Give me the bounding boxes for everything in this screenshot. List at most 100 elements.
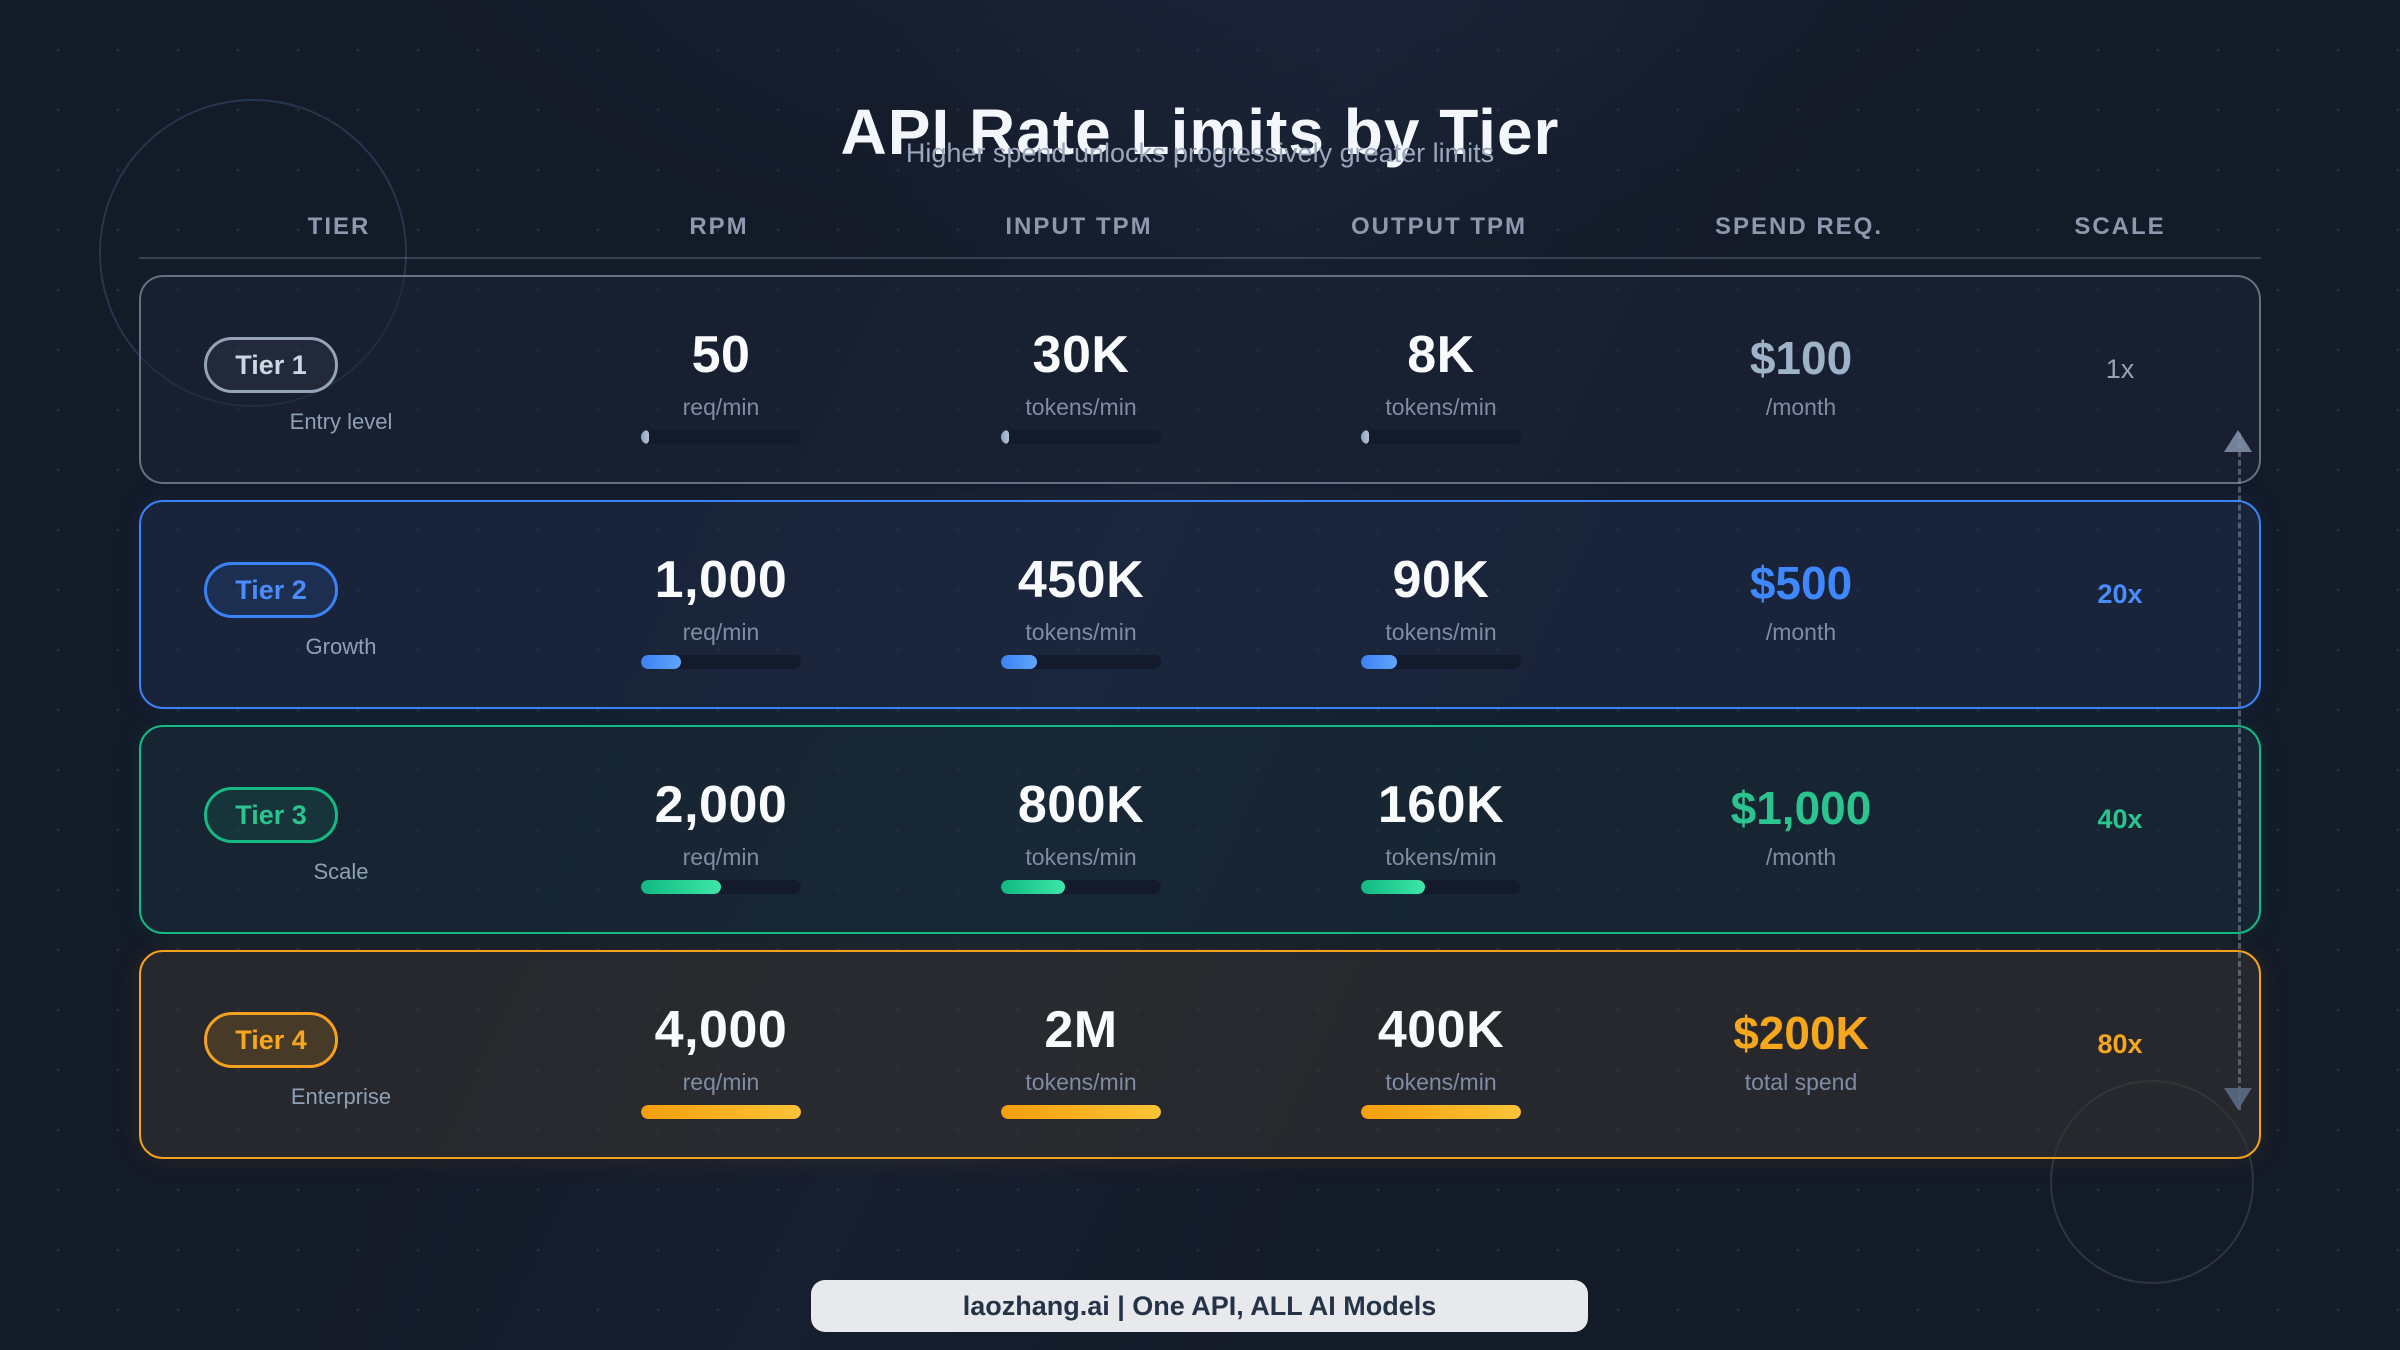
output-tpm-unit: tokens/min xyxy=(1385,1069,1497,1096)
rpm-cell: 1,000 req/min xyxy=(541,502,901,707)
input-tpm-value: 450K xyxy=(1017,551,1145,609)
spend-unit: /month xyxy=(1765,393,1837,420)
rpm-value: 50 xyxy=(691,326,751,384)
tier-cell: Tier 3 Scale xyxy=(141,727,541,932)
tier-badge-label: Tier 3 xyxy=(235,799,307,830)
column-header-tier: TIER xyxy=(307,213,371,240)
column-header-input-tpm: INPUT TPM xyxy=(1005,213,1153,240)
tier-cell: Tier 1 Entry level xyxy=(141,277,541,482)
tier-row-3: Tier 3 Scale 2,000 req/min 800K tokens/m… xyxy=(139,725,2261,934)
input-tpm-cell: 2M tokens/min xyxy=(901,952,1261,1157)
output-tpm-unit: tokens/min xyxy=(1385,394,1497,421)
output-tpm-unit: tokens/min xyxy=(1385,619,1497,646)
input-tpm-progress-track xyxy=(1001,430,1161,445)
rpm-value: 2,000 xyxy=(654,776,788,834)
rpm-progress-fill xyxy=(641,430,649,445)
input-tpm-progress-fill xyxy=(1001,1105,1161,1120)
column-header-output-tpm: OUTPUT TPM xyxy=(1351,213,1527,240)
output-tpm-cell: 400K tokens/min xyxy=(1261,952,1621,1157)
rpm-progress-fill xyxy=(641,1105,801,1120)
input-tpm-value: 800K xyxy=(1017,776,1145,834)
output-tpm-value: 8K xyxy=(1407,326,1475,384)
input-tpm-progress-fill xyxy=(1001,655,1037,670)
input-tpm-value: 2M xyxy=(1044,1001,1118,1059)
spend-cell: $500 /month xyxy=(1621,502,1981,707)
scale-cell: 1x xyxy=(1981,277,2259,482)
tier-badge: Tier 3 xyxy=(204,787,338,843)
spend-value: $500 xyxy=(1749,557,1853,609)
tier-badge: Tier 4 xyxy=(204,1012,338,1068)
rpm-value: 4,000 xyxy=(654,1001,788,1059)
spend-unit: total spend xyxy=(1744,1068,1858,1095)
spend-unit: /month xyxy=(1765,618,1837,645)
rpm-cell: 2,000 req/min xyxy=(541,727,901,932)
column-header-scale: SCALE xyxy=(2074,213,2166,240)
tier-description: Enterprise xyxy=(290,1084,392,1109)
tier-description: Growth xyxy=(305,634,377,659)
scale-value: 80x xyxy=(2097,1029,2143,1059)
scale-cell: 40x xyxy=(1981,727,2259,932)
tier-badge: Tier 1 xyxy=(204,337,338,393)
header-divider xyxy=(139,257,2261,259)
rpm-unit: req/min xyxy=(682,844,760,871)
tier-badge-label: Tier 4 xyxy=(235,1024,307,1055)
tier-badge: Tier 2 xyxy=(204,562,338,618)
output-tpm-progress-fill xyxy=(1361,880,1425,895)
output-tpm-progress-fill xyxy=(1361,655,1397,670)
rpm-unit: req/min xyxy=(682,619,760,646)
scale-value: 40x xyxy=(2097,804,2143,834)
rpm-cell: 50 req/min xyxy=(541,277,901,482)
output-tpm-cell: 90K tokens/min xyxy=(1261,502,1621,707)
rpm-progress-track xyxy=(641,1105,801,1120)
tier-badge-label: Tier 2 xyxy=(235,574,307,605)
scale-cell: 20x xyxy=(1981,502,2259,707)
page-subtitle: Higher spend unlocks progressively great… xyxy=(905,138,1495,168)
output-tpm-cell: 160K tokens/min xyxy=(1261,727,1621,932)
page-title: API Rate Limits by Tier xyxy=(840,95,1560,168)
rpm-progress-track xyxy=(641,880,801,895)
spend-unit: /month xyxy=(1765,843,1837,870)
spend-cell: $200K total spend xyxy=(1621,952,1981,1157)
table-header-row: TIER RPM INPUT TPM OUTPUT TPM SPEND REQ.… xyxy=(139,205,2261,249)
output-tpm-progress-track xyxy=(1361,655,1521,670)
rpm-unit: req/min xyxy=(682,1069,760,1096)
tier-badge-label: Tier 1 xyxy=(235,349,307,380)
input-tpm-progress-track xyxy=(1001,655,1161,670)
rpm-progress-track xyxy=(641,430,801,445)
input-tpm-unit: tokens/min xyxy=(1025,394,1137,421)
tier-row-2: Tier 2 Growth 1,000 req/min 450K tokens/… xyxy=(139,500,2261,709)
input-tpm-progress-track xyxy=(1001,1105,1161,1120)
footer-brand-text: laozhang.ai | One API, ALL AI Models xyxy=(962,1290,1437,1321)
input-tpm-progress-fill xyxy=(1001,430,1009,445)
input-tpm-unit: tokens/min xyxy=(1025,1069,1137,1096)
scale-value: 1x xyxy=(2105,354,2135,384)
spend-cell: $1,000 /month xyxy=(1621,727,1981,932)
input-tpm-unit: tokens/min xyxy=(1025,844,1137,871)
tier-cell: Tier 4 Enterprise xyxy=(141,952,541,1157)
spend-value: $100 xyxy=(1749,332,1853,384)
rpm-progress-fill xyxy=(641,655,681,670)
spend-value: $200K xyxy=(1733,1007,1869,1059)
tier-row-1: Tier 1 Entry level 50 req/min 30K tokens… xyxy=(139,275,2261,484)
output-tpm-progress-track xyxy=(1361,1105,1521,1120)
column-header-spend: SPEND REQ. xyxy=(1714,213,1884,240)
rpm-cell: 4,000 req/min xyxy=(541,952,901,1157)
column-header-rpm: RPM xyxy=(689,213,749,240)
rpm-progress-fill xyxy=(641,880,721,895)
rpm-value: 1,000 xyxy=(654,551,788,609)
rpm-progress-track xyxy=(641,655,801,670)
rate-limits-table: TIER RPM INPUT TPM OUTPUT TPM SPEND REQ.… xyxy=(139,205,2261,1159)
output-tpm-progress-fill xyxy=(1361,430,1369,445)
input-tpm-unit: tokens/min xyxy=(1025,619,1137,646)
output-tpm-value: 160K xyxy=(1377,776,1505,834)
output-tpm-value: 90K xyxy=(1392,551,1490,609)
output-tpm-progress-track xyxy=(1361,880,1521,895)
input-tpm-value: 30K xyxy=(1032,326,1130,384)
output-tpm-progress-track xyxy=(1361,430,1521,445)
tier-description: Scale xyxy=(313,859,369,884)
input-tpm-cell: 800K tokens/min xyxy=(901,727,1261,932)
output-tpm-value: 400K xyxy=(1377,1001,1505,1059)
spend-cell: $100 /month xyxy=(1621,277,1981,482)
tier-description: Entry level xyxy=(289,409,393,434)
spend-value: $1,000 xyxy=(1730,782,1872,834)
